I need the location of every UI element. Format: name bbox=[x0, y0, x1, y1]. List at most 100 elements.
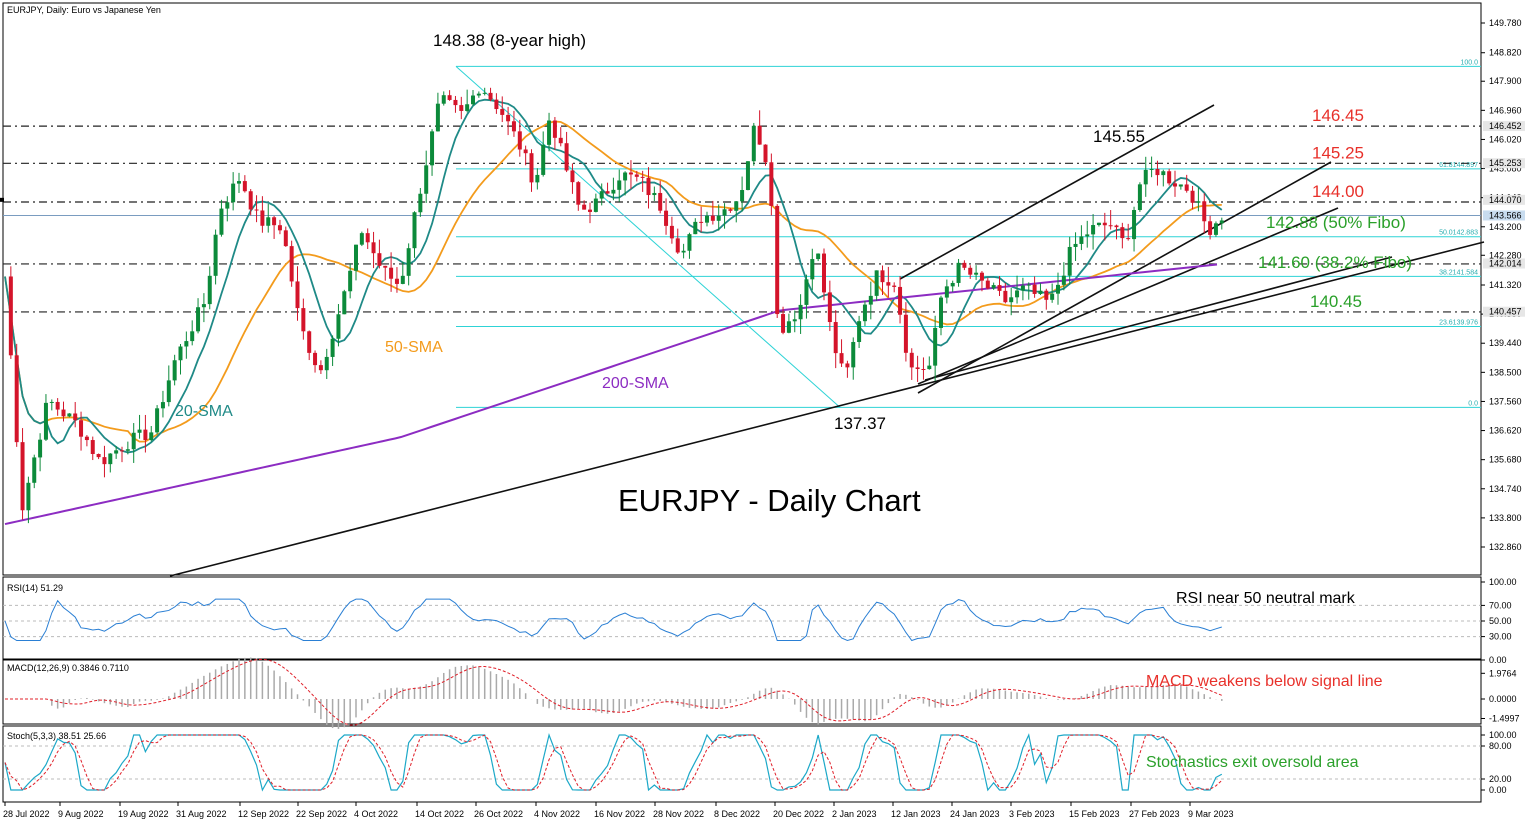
candle-body bbox=[155, 408, 160, 433]
candle-body bbox=[769, 162, 774, 206]
candle-body bbox=[1009, 297, 1014, 303]
candle-body bbox=[283, 230, 288, 247]
candle-body bbox=[810, 259, 815, 280]
rsi-line bbox=[4, 598, 1222, 642]
candle-body bbox=[1044, 290, 1049, 300]
candle-body bbox=[494, 99, 499, 110]
candle-body bbox=[950, 282, 955, 287]
candle-body bbox=[558, 137, 563, 144]
chart-title: EURJPY - Daily Chart bbox=[618, 483, 921, 518]
rsi-annotation: RSI near 50 neutral mark bbox=[1176, 590, 1356, 607]
candle-body bbox=[786, 321, 791, 333]
candle-body bbox=[184, 341, 189, 347]
price-badge bbox=[1483, 158, 1525, 169]
candle-body bbox=[61, 409, 66, 417]
candle-body bbox=[1003, 290, 1008, 303]
candle-body bbox=[781, 314, 786, 333]
date-tick-label: 27 Feb 2023 bbox=[1129, 809, 1180, 819]
date-tick-label: 19 Aug 2022 bbox=[118, 809, 169, 819]
price-badge bbox=[1483, 306, 1525, 317]
candle-body bbox=[1050, 293, 1055, 300]
trendline bbox=[169, 241, 1485, 577]
candle-body bbox=[430, 131, 435, 166]
date-tick-label: 12 Jan 2023 bbox=[891, 809, 941, 819]
candle-body bbox=[593, 198, 598, 212]
price-badge-label: 145.253 bbox=[1489, 158, 1522, 168]
candle-body bbox=[605, 191, 610, 194]
candle-body bbox=[55, 401, 60, 410]
price-tick-label: 135.680 bbox=[1489, 455, 1522, 465]
candle-body bbox=[822, 253, 826, 293]
candle-body bbox=[1108, 225, 1113, 227]
candle-body bbox=[1114, 225, 1119, 228]
fibo-label: 100.0 bbox=[1460, 59, 1478, 66]
price-badge-label: 140.457 bbox=[1489, 307, 1522, 317]
date-tick-label: 12 Sep 2022 bbox=[238, 809, 289, 819]
macd-panel-title: MACD(12,26,9) 0.3846 0.7110 bbox=[7, 663, 129, 673]
candle-body bbox=[839, 353, 844, 364]
price-tick-label: 138.500 bbox=[1489, 367, 1522, 377]
trendline bbox=[924, 256, 1393, 381]
candle-body bbox=[617, 180, 622, 190]
fib382-annotation: 141.60 (38.2% Fibo) bbox=[1258, 253, 1412, 272]
candle-body bbox=[541, 144, 546, 175]
stoch-tick-label: 80.00 bbox=[1489, 741, 1512, 751]
candle-body bbox=[1213, 223, 1218, 235]
candle-body bbox=[108, 453, 113, 465]
candle-body bbox=[1202, 201, 1207, 222]
candle-body bbox=[1126, 238, 1131, 240]
candle-body bbox=[1020, 285, 1025, 291]
candle-body bbox=[1073, 243, 1078, 247]
macd-tick-label: 1.9764 bbox=[1489, 668, 1517, 678]
level-label: 144.00 bbox=[1312, 182, 1364, 201]
candle-body bbox=[547, 120, 552, 145]
candle-body bbox=[1137, 184, 1142, 211]
candle-body bbox=[1190, 190, 1195, 203]
candle-body bbox=[102, 457, 107, 465]
candle-body bbox=[1038, 290, 1043, 294]
date-tick-label: 28 Nov 2022 bbox=[653, 809, 704, 819]
candle-body bbox=[1167, 171, 1172, 184]
candle-body bbox=[196, 307, 201, 332]
candle-body bbox=[307, 331, 312, 353]
candle-body bbox=[1173, 183, 1177, 187]
candle-body bbox=[96, 453, 101, 458]
date-tick-label: 4 Nov 2022 bbox=[534, 809, 580, 819]
candle-body bbox=[172, 360, 177, 381]
candlesticks bbox=[8, 87, 1224, 524]
candle-body bbox=[225, 202, 230, 209]
candle-body bbox=[985, 280, 990, 289]
candle-body bbox=[1132, 210, 1137, 240]
candle-body bbox=[272, 217, 277, 226]
candle-body bbox=[664, 210, 669, 226]
candle-body bbox=[833, 322, 838, 354]
price-tick-label: 132.860 bbox=[1489, 542, 1522, 552]
date-tick-label: 26 Oct 2022 bbox=[474, 809, 523, 819]
date-tick-label: 20 Dec 2022 bbox=[773, 809, 824, 819]
candle-body bbox=[517, 131, 522, 150]
candle-body bbox=[266, 217, 271, 226]
candle-body bbox=[1143, 169, 1148, 185]
candle-body bbox=[740, 190, 745, 202]
macd-panel: 1.9764 0.0000 -1.4997 bbox=[5, 657, 1520, 729]
rsi-panel: 100.00 70.00 50.00 30.00 0.00 bbox=[3, 577, 1517, 665]
date-tick-label: 4 Oct 2022 bbox=[354, 809, 398, 819]
candle-body bbox=[997, 285, 1002, 291]
price-tick-label: 142.280 bbox=[1489, 250, 1522, 260]
candle-body bbox=[1196, 201, 1201, 203]
price-badge bbox=[1483, 194, 1525, 205]
candle-body bbox=[471, 95, 475, 105]
date-tick-label: 9 Aug 2022 bbox=[58, 809, 104, 819]
candle-body bbox=[933, 327, 938, 366]
candle-body bbox=[634, 174, 639, 177]
candle-body bbox=[295, 281, 300, 309]
candle-body bbox=[219, 208, 224, 235]
candle-body bbox=[383, 265, 388, 268]
date-tick-label: 15 Feb 2023 bbox=[1069, 809, 1120, 819]
candle-body bbox=[301, 308, 306, 332]
candle-body bbox=[845, 363, 850, 368]
price-tick-label: 133.800 bbox=[1489, 513, 1522, 523]
price-marker bbox=[0, 197, 4, 202]
